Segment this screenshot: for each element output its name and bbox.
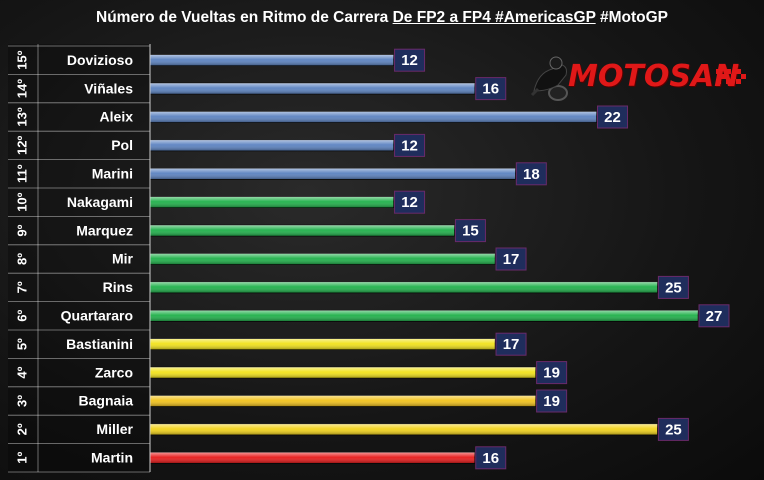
- title-part-2: De FP2 a FP4 #AmericasGP: [392, 9, 596, 26]
- value-label-box: [475, 446, 507, 470]
- value-label: 16: [482, 450, 499, 467]
- value-label-box: [698, 304, 730, 328]
- logo-text: MOTOSAN: [568, 59, 740, 94]
- rider-name-label: Miller: [96, 421, 133, 437]
- value-label: 12: [401, 52, 418, 69]
- chart-title: Número de Vueltas en Ritmo de Carrera De…: [0, 9, 764, 27]
- bar-shine: [150, 54, 394, 66]
- bar-shine: [150, 395, 536, 407]
- title-part-1: Número de Vueltas en Ritmo de Carrera: [96, 9, 393, 26]
- rider-name-label: Martin: [91, 450, 133, 466]
- value-label-box: [515, 162, 547, 186]
- rider-name-label: Pol: [111, 137, 133, 153]
- bar-shine: [150, 452, 475, 464]
- bar-shine: [150, 253, 496, 265]
- value-label: 17: [503, 251, 520, 268]
- value-label-box: [657, 417, 689, 441]
- value-label-box: [536, 361, 568, 385]
- title-part-3: #MotoGP: [595, 9, 668, 26]
- value-label: 25: [665, 279, 682, 296]
- value-label-box: [536, 389, 568, 413]
- value-label-box: [657, 275, 689, 299]
- rider-name-label: Aleix: [100, 109, 134, 125]
- bar-shine: [150, 310, 698, 322]
- rider-name-label: Viñales: [84, 80, 133, 96]
- bar-shine: [150, 281, 658, 293]
- value-label-box: [394, 133, 426, 157]
- rider-name-label: Rins: [103, 279, 134, 295]
- rider-name-label: Dovizioso: [67, 52, 133, 68]
- motosan-logo: MOTOSAN: [528, 55, 753, 103]
- value-label: 16: [482, 81, 499, 98]
- value-label-box: [454, 219, 486, 243]
- position-label: 15º: [14, 50, 29, 69]
- bar-shine: [150, 111, 597, 123]
- rider-name-label: Zarco: [95, 364, 133, 380]
- value-label: 12: [401, 194, 418, 211]
- position-label: 7º: [14, 281, 29, 293]
- bar-shine: [150, 139, 394, 151]
- value-label: 18: [523, 166, 540, 183]
- position-label: 10º: [14, 192, 29, 211]
- rider-name-label: Mir: [112, 251, 134, 267]
- value-label: 15: [462, 223, 479, 240]
- rider-name-label: Quartararo: [61, 308, 133, 324]
- bar-shine: [150, 196, 394, 208]
- value-label: 19: [543, 393, 560, 410]
- value-label: 22: [604, 109, 621, 126]
- checkered-flag-icon: [716, 69, 746, 84]
- position-label: 6º: [14, 310, 29, 322]
- position-label: 12º: [14, 136, 29, 155]
- value-label: 27: [706, 308, 723, 325]
- bar-shine: [150, 168, 516, 180]
- position-label: 1º: [14, 452, 29, 464]
- value-label-box: [475, 77, 507, 101]
- position-label: 9º: [14, 224, 29, 236]
- bar-shine: [150, 338, 496, 350]
- bar-shine: [150, 423, 658, 435]
- position-label: 5º: [14, 338, 29, 350]
- position-label: 8º: [14, 253, 29, 265]
- position-label: 11º: [14, 164, 29, 183]
- rider-name-label: Bagnaia: [79, 393, 134, 409]
- value-label: 19: [543, 365, 560, 382]
- value-label-box: [495, 247, 527, 271]
- value-label-box: [394, 190, 426, 214]
- value-label-box: [394, 48, 426, 72]
- rider-name-label: Bastianini: [66, 336, 133, 352]
- label-panel: [8, 44, 150, 472]
- rider-name-label: Marini: [92, 166, 133, 182]
- value-label-box: [597, 105, 629, 129]
- rider-name-label: Marquez: [76, 222, 133, 238]
- position-label: 4º: [14, 366, 29, 378]
- bar-shine: [150, 83, 475, 95]
- position-label: 2º: [14, 423, 29, 435]
- bar-shine: [150, 225, 455, 237]
- position-label: 14º: [14, 79, 29, 98]
- position-label: 3º: [14, 395, 29, 407]
- value-label-box: [495, 332, 527, 356]
- value-label: 25: [665, 421, 682, 438]
- value-label: 12: [401, 137, 418, 154]
- value-label: 17: [503, 336, 520, 353]
- position-label: 13º: [14, 107, 29, 126]
- bar-shine: [150, 367, 536, 379]
- motorcycle-rider-icon: [530, 56, 568, 101]
- rider-name-label: Nakagami: [67, 194, 133, 210]
